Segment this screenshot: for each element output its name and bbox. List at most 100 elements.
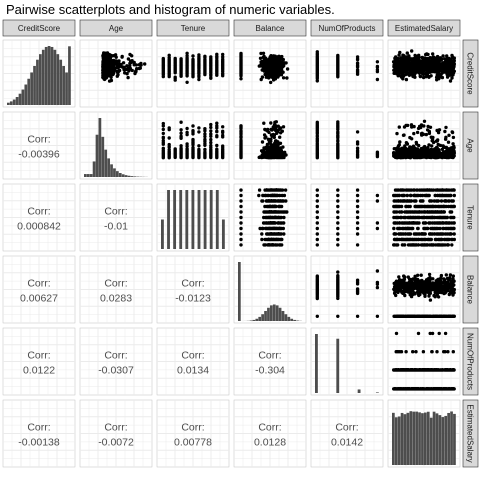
- corr-label: Corr:: [104, 278, 127, 290]
- histogram-bar: [179, 190, 183, 249]
- histogram-bar: [435, 413, 439, 465]
- panel-Age-Age: [79, 111, 153, 180]
- histogram-bar: [113, 168, 116, 177]
- histogram-bar: [429, 417, 433, 465]
- panel-Balance-NumOfProducts: [310, 255, 384, 324]
- panel-CreditScore-Age: [79, 39, 153, 108]
- scatter-points: [391, 49, 456, 83]
- corr-label: Corr:: [27, 422, 50, 434]
- corr-label: Corr:: [335, 422, 358, 434]
- histogram-bar: [221, 219, 225, 249]
- panel-Tenure-NumOfProducts: [310, 183, 384, 252]
- row-strip-label: EstimatedSalary: [466, 404, 475, 462]
- scatter-points: [392, 272, 456, 319]
- histogram-bar: [30, 72, 33, 105]
- corr-label: Corr:: [181, 350, 204, 362]
- row-strip-Age: Age: [462, 111, 479, 180]
- strip-bg: [462, 399, 479, 468]
- column-strip-Tenure: Tenure: [156, 19, 230, 37]
- column-strip-label: Age: [109, 24, 124, 33]
- histogram-bar: [24, 84, 28, 105]
- panel-CreditScore-Balance: [233, 39, 307, 108]
- histogram-bar: [27, 78, 31, 105]
- corr-value: 0.00778: [174, 437, 212, 449]
- histogram-bar: [116, 171, 119, 177]
- histogram-bar: [191, 190, 195, 249]
- histogram-bar: [438, 415, 442, 465]
- column-strip-EstimatedSalary: EstimatedSalary: [387, 19, 461, 37]
- strip-bg: [2, 19, 76, 37]
- histogram-bar: [394, 417, 398, 465]
- panel-EstimatedSalary-Age: Corr: -0.0072: [79, 399, 153, 468]
- histogram-bar: [261, 314, 264, 321]
- column-strip-label: CreditScore: [18, 24, 61, 33]
- scatter-points: [161, 120, 225, 160]
- panel-Tenure-Tenure: [156, 183, 230, 252]
- panel-EstimatedSalary-Balance: Corr: 0.0128: [233, 399, 307, 468]
- corr-value: 0.00627: [20, 293, 58, 305]
- panel-Tenure-EstimatedSalary: [387, 183, 461, 252]
- row-strip-label: NumOfProducts: [466, 333, 475, 390]
- histogram-bar: [62, 65, 65, 105]
- column-strip-NumOfProducts: NumOfProducts: [310, 19, 384, 37]
- histogram-bar: [7, 102, 10, 105]
- panel-CreditScore-CreditScore: [2, 39, 76, 108]
- corr-label: Corr:: [181, 278, 204, 290]
- corr-label: Corr:: [27, 278, 50, 290]
- scatter-points: [161, 51, 225, 85]
- corr-label: Corr:: [104, 350, 127, 362]
- histogram-bar: [167, 190, 170, 249]
- histogram-bar: [121, 174, 125, 177]
- panel-Balance-Balance: [233, 255, 307, 324]
- scatter-points: [392, 188, 456, 247]
- column-strip-label: Tenure: [181, 24, 206, 33]
- corr-value: 0.0134: [177, 365, 209, 377]
- scatter-points: [239, 188, 289, 247]
- histogram-bar: [161, 219, 164, 249]
- corr-label: Corr:: [104, 206, 127, 218]
- histogram-bar: [41, 49, 45, 105]
- panel-CreditScore-NumOfProducts: [310, 39, 384, 108]
- histogram-bar: [264, 310, 267, 321]
- corr-value: 0.000842: [17, 221, 61, 233]
- corr-value: -0.304: [255, 365, 285, 377]
- column-strip-Age: Age: [79, 19, 153, 37]
- panel-Balance-EstimatedSalary: [387, 255, 461, 324]
- row-strip-NumOfProducts: NumOfProducts: [462, 327, 479, 396]
- histogram-bar: [453, 413, 456, 465]
- column-strip-label: NumOfProducts: [319, 24, 376, 33]
- histogram-bar: [104, 149, 108, 177]
- strip-bg: [387, 19, 461, 37]
- corr-label: Corr:: [181, 422, 204, 434]
- corr-value: 0.0128: [254, 437, 286, 449]
- histogram-bar: [215, 190, 219, 249]
- histogram-bar: [130, 176, 134, 177]
- corr-value: -0.01: [104, 221, 128, 233]
- panel-Age-NumOfProducts: [310, 111, 384, 180]
- histogram-bar: [397, 416, 401, 465]
- histogram-bar: [400, 412, 404, 465]
- strip-bg: [310, 19, 384, 37]
- panel-NumOfProducts-Age: Corr: -0.0307: [79, 327, 153, 396]
- histogram-bar: [39, 54, 42, 105]
- corr-value: -0.0072: [98, 437, 134, 449]
- row-strip-EstimatedSalary: EstimatedSalary: [462, 399, 479, 468]
- panel-Tenure-Balance: [233, 183, 307, 252]
- strip-bg: [462, 111, 479, 180]
- histogram-bar: [441, 417, 445, 465]
- histogram-bar: [59, 59, 63, 105]
- histogram-bar: [12, 99, 16, 105]
- histogram-bar: [127, 175, 131, 177]
- strip-bg: [462, 39, 479, 108]
- panel-EstimatedSalary-EstimatedSalary: [387, 399, 461, 468]
- histogram-bar: [275, 305, 279, 321]
- corr-label: Corr:: [27, 134, 50, 146]
- histogram-bar: [86, 174, 90, 177]
- histogram-bar: [270, 305, 273, 321]
- histogram-bar: [375, 392, 379, 393]
- histogram-bar: [267, 307, 270, 321]
- histogram-bar: [47, 46, 51, 105]
- corr-value: -0.0307: [98, 365, 134, 377]
- histogram-bar: [18, 93, 22, 105]
